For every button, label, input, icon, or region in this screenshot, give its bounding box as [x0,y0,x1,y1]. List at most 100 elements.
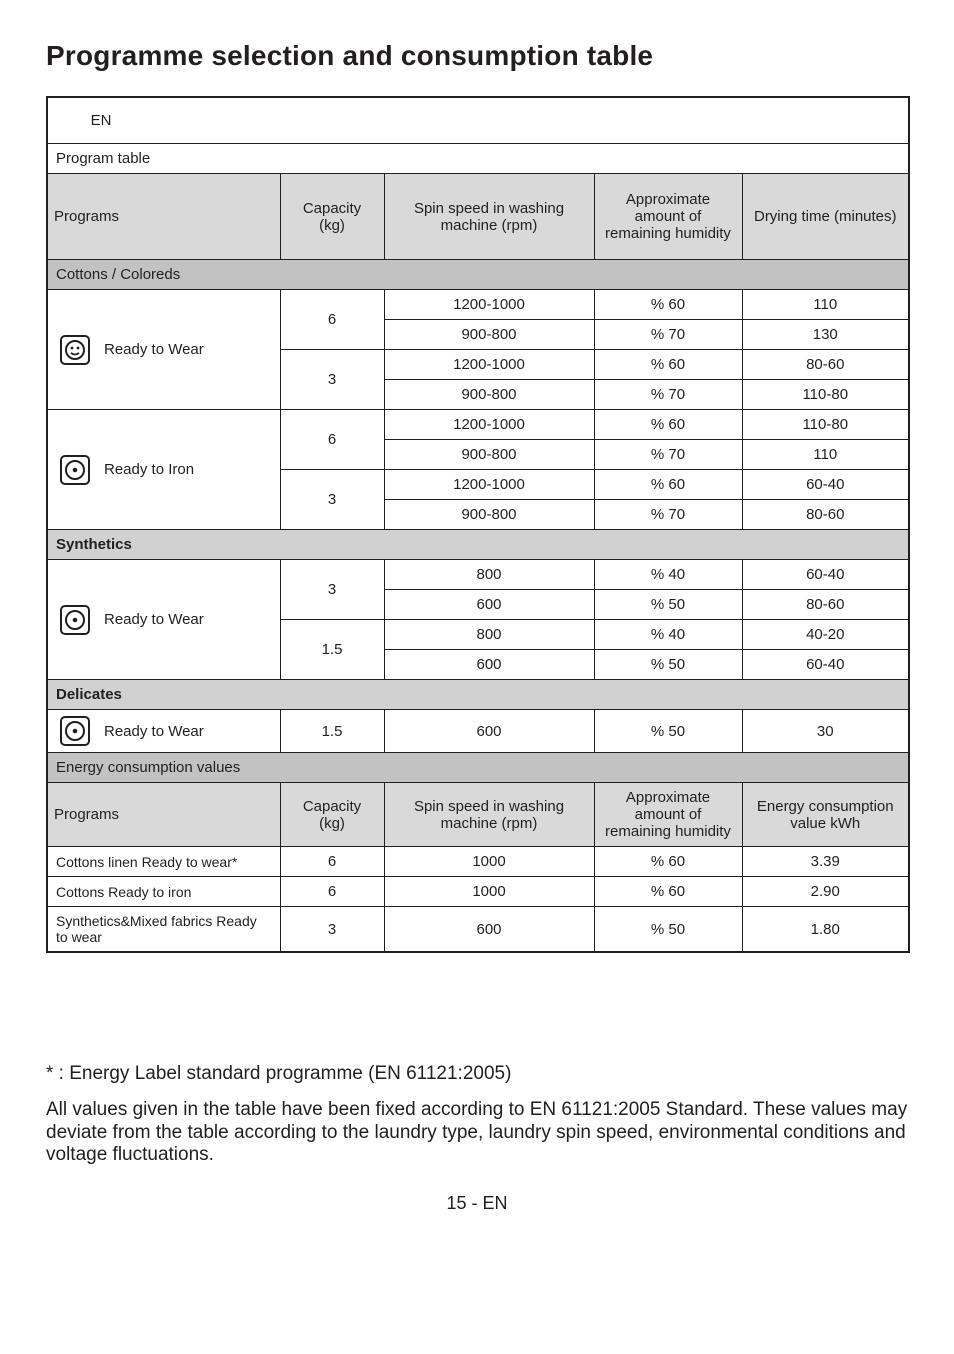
energy-r3-hum: % 50 [594,907,742,953]
cottons-rtw-r4-dry: 110-80 [742,380,909,410]
cottons-rtw-r2-dry: 130 [742,320,909,350]
category-synthetics-label: Synthetics [47,530,909,560]
energy-r1-cap: 6 [280,847,384,877]
energy-r3-spin: 600 [384,907,594,953]
energy-r2-spin: 1000 [384,877,594,907]
category-delicates-label: Delicates [47,680,909,710]
cottons-rtw-row1: Ready to Wear 6 1200-1000 % 60 110 [47,290,909,320]
cottons-rtw-r4-spin: 900-800 [384,380,594,410]
cottons-rtw-cap2: 3 [280,350,384,410]
syn-rtw-cap2: 1.5 [280,620,384,680]
syn-rtw-r2-dry: 80-60 [742,590,909,620]
ready-to-wear-del-icon [60,716,90,746]
syn-rtw-r2-spin: 600 [384,590,594,620]
page-title: Programme selection and consumption tabl… [46,40,908,72]
energy-header-kwh: Energy consumption value kWh [742,783,909,847]
del-rtw-hum: % 50 [594,710,742,753]
del-rtw-spin: 600 [384,710,594,753]
syn-rtw-cap1: 3 [280,560,384,620]
syn-rtw-label: Ready to Wear [104,611,204,628]
program-table-label: Program table [47,144,909,174]
program-table-label-row: Program table [47,144,909,174]
footnote-2: All values given in the table have been … [46,1099,908,1166]
category-cottons-label: Cottons / Coloreds [47,260,909,290]
header-spin: Spin speed in washing machine (rpm) [384,174,594,260]
del-rtw-dry: 30 [742,710,909,753]
energy-header-capacity: Capacity (kg) [280,783,384,847]
footnote-1: * : Energy Label standard programme (EN … [46,1063,908,1085]
energy-section-row: Energy consumption values [47,753,909,783]
syn-rtw-r3-hum: % 40 [594,620,742,650]
column-headers-row: Programs Capacity (kg) Spin speed in was… [47,174,909,260]
cottons-rtw-r4-hum: % 70 [594,380,742,410]
cottons-rti-r2-dry: 110 [742,440,909,470]
cottons-rtw-label-cell: Ready to Wear [47,290,280,410]
syn-rtw-r1-spin: 800 [384,560,594,590]
cottons-rtw-r3-spin: 1200-1000 [384,350,594,380]
energy-row2: Cottons Ready to iron 6 1000 % 60 2.90 [47,877,909,907]
energy-r2-kwh: 2.90 [742,877,909,907]
ready-to-wear-syn-icon [60,605,90,635]
header-programs: Programs [47,174,280,260]
cottons-rtw-r2-spin: 900-800 [384,320,594,350]
header-drytime: Drying time (minutes) [742,174,909,260]
cottons-rti-r4-hum: % 70 [594,500,742,530]
cottons-rti-cap1: 6 [280,410,384,470]
energy-row1: Cottons linen Ready to wear* 6 1000 % 60… [47,847,909,877]
syn-rtw-label-cell: Ready to Wear [47,560,280,680]
cottons-rtw-r1-dry: 110 [742,290,909,320]
cottons-rtw-r3-dry: 80-60 [742,350,909,380]
category-delicates-row: Delicates [47,680,909,710]
page-number: 15 - EN [46,1193,908,1214]
cottons-rti-cap2: 3 [280,470,384,530]
cottons-rtw-cap1: 6 [280,290,384,350]
cottons-rtw-r1-spin: 1200-1000 [384,290,594,320]
energy-r1-prog: Cottons linen Ready to wear* [47,847,280,877]
syn-rtw-r1-hum: % 40 [594,560,742,590]
cottons-rtw-r1-hum: % 60 [594,290,742,320]
lang-label: EN [66,104,136,137]
energy-r3-cap: 3 [280,907,384,953]
energy-header-humidity: Approximate amount of remaining humidity [594,783,742,847]
energy-r1-hum: % 60 [594,847,742,877]
header-capacity: Capacity (kg) [280,174,384,260]
ready-to-iron-icon [60,455,90,485]
energy-header-spin: Spin speed in washing machine (rpm) [384,783,594,847]
syn-rtw-row1: Ready to Wear 3 800 % 40 60-40 [47,560,909,590]
cottons-rti-r3-hum: % 60 [594,470,742,500]
energy-section-label: Energy consumption values [47,753,909,783]
category-cottons-row: Cottons / Coloreds [47,260,909,290]
syn-rtw-r4-hum: % 50 [594,650,742,680]
cottons-rti-r1-hum: % 60 [594,410,742,440]
energy-r2-prog: Cottons Ready to iron [47,877,280,907]
del-rtw-label: Ready to Wear [104,723,204,740]
del-rtw-cap: 1.5 [280,710,384,753]
cottons-rtw-label: Ready to Wear [104,341,204,358]
cottons-rtw-r3-hum: % 60 [594,350,742,380]
footnotes: * : Energy Label standard programme (EN … [46,1063,908,1167]
document-page: Programme selection and consumption tabl… [0,0,954,1254]
cottons-rti-r4-dry: 80-60 [742,500,909,530]
energy-r1-spin: 1000 [384,847,594,877]
syn-rtw-r4-dry: 60-40 [742,650,909,680]
energy-r2-hum: % 60 [594,877,742,907]
cottons-rtw-r2-hum: % 70 [594,320,742,350]
cottons-rti-r2-spin: 900-800 [384,440,594,470]
category-synthetics-row: Synthetics [47,530,909,560]
cottons-rti-r1-spin: 1200-1000 [384,410,594,440]
del-rtw-row: Ready to Wear 1.5 600 % 50 30 [47,710,909,753]
lang-spacer [280,97,909,144]
ready-to-wear-icon [60,335,90,365]
syn-rtw-r1-dry: 60-40 [742,560,909,590]
syn-rtw-r3-spin: 800 [384,620,594,650]
cottons-rti-r2-hum: % 70 [594,440,742,470]
lang-cell: EN [47,97,280,144]
energy-r3-prog: Synthetics&Mixed fabrics Ready to wear [47,907,280,953]
cottons-rti-r3-spin: 1200-1000 [384,470,594,500]
cottons-rti-label: Ready to Iron [104,461,194,478]
del-rtw-label-cell: Ready to Wear [47,710,280,753]
energy-header-programs: Programs [47,783,280,847]
cottons-rti-r1-dry: 110-80 [742,410,909,440]
energy-r3-kwh: 1.80 [742,907,909,953]
cottons-rti-r3-dry: 60-40 [742,470,909,500]
